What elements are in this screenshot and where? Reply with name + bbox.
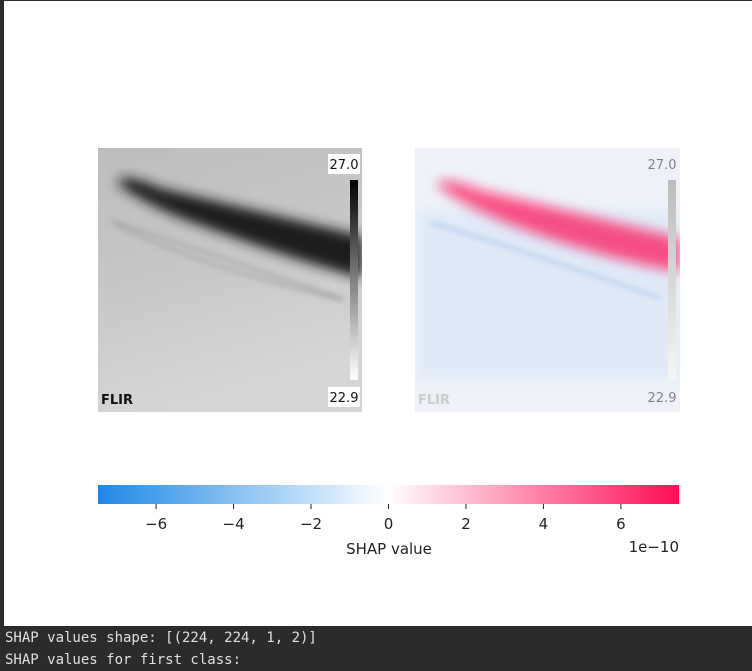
- tick-label: 2: [461, 515, 471, 533]
- thermal-image: 27.0 22.9 FLIR: [98, 148, 362, 412]
- max-temp: 27.0: [330, 158, 359, 173]
- colorbar-ticks: −6 −4 −2 0 2 4 6: [145, 504, 626, 533]
- fish-fin: [109, 219, 346, 301]
- temperature-bar: [350, 180, 358, 380]
- label-box: [328, 154, 360, 174]
- console: [0, 626, 752, 671]
- tick-label: −6: [145, 515, 167, 533]
- temperature-bar: [668, 180, 676, 380]
- console-line: SHAP values for first class:: [5, 652, 241, 668]
- console-line: SHAP values shape: [(224, 224, 1, 2)]: [5, 630, 317, 646]
- fish-body: [118, 178, 362, 278]
- tick-label: −2: [300, 515, 322, 533]
- colorbar: [98, 485, 679, 504]
- colorbar-label: SHAP value: [346, 540, 432, 558]
- brand: FLIR: [418, 393, 450, 408]
- label-box: [328, 387, 360, 407]
- tick-label: 4: [539, 515, 549, 533]
- shap-image: 27.0 22.9 FLIR: [415, 148, 680, 412]
- colorbar-scale: 1e−10: [629, 538, 679, 556]
- red-region: [438, 181, 680, 272]
- tick-label: 0: [384, 515, 394, 533]
- fin-shadow: [429, 221, 661, 299]
- min-temp: 22.9: [330, 391, 359, 406]
- max-temp: 27.0: [648, 158, 677, 173]
- tick-label: 6: [616, 515, 626, 533]
- tick-label: −4: [223, 515, 245, 533]
- min-temp: 22.9: [648, 391, 677, 406]
- brand: FLIR: [101, 393, 133, 408]
